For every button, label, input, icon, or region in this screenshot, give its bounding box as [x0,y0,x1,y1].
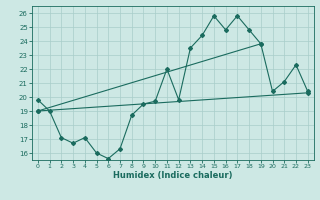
X-axis label: Humidex (Indice chaleur): Humidex (Indice chaleur) [113,171,233,180]
